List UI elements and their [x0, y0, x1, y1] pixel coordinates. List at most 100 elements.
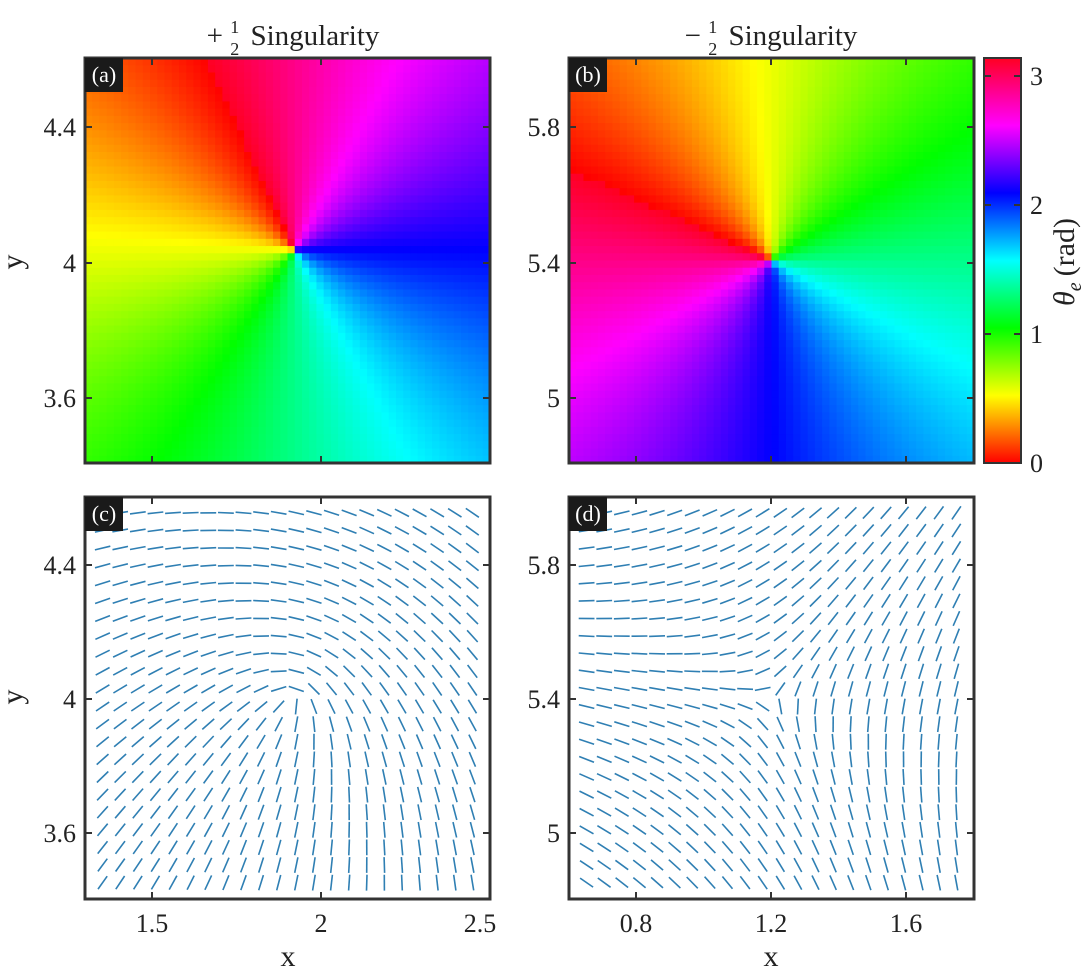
heat-cell	[576, 267, 585, 276]
heat-cell	[200, 202, 209, 211]
heat-cell	[142, 58, 151, 66]
heat-cell	[720, 441, 729, 450]
heat-cell	[395, 303, 404, 312]
heat-cell	[85, 173, 93, 182]
heat-cell	[287, 108, 296, 117]
heat-cell	[424, 426, 433, 435]
heat-cell	[142, 434, 151, 442]
heat-cell	[207, 434, 216, 442]
heat-cell	[446, 137, 455, 146]
heat-cell	[771, 412, 780, 421]
heat-cell	[338, 303, 346, 312]
heat-cell	[186, 289, 195, 298]
heat-cell	[229, 180, 238, 189]
heat-cell	[106, 347, 115, 356]
title-a-word: Singularity	[250, 20, 379, 52]
heat-cell	[619, 58, 628, 66]
title-b-frac-den: 2	[708, 39, 717, 59]
heat-cell	[619, 383, 628, 392]
heat-cell	[323, 455, 332, 463]
heat-cell	[309, 325, 318, 334]
heat-cell	[207, 108, 216, 117]
heat-cell	[193, 303, 202, 312]
heat-cell	[367, 332, 375, 341]
heat-cell	[99, 434, 108, 442]
heat-cell	[258, 130, 267, 139]
heat-cell	[684, 455, 693, 463]
heat-cell	[229, 426, 238, 435]
heat-cell	[193, 448, 202, 457]
heat-cell	[728, 79, 736, 88]
heat-cell	[186, 325, 195, 334]
heat-cell	[728, 368, 736, 377]
heat-cell	[150, 159, 158, 168]
heat-cell	[367, 108, 375, 117]
heat-cell	[699, 434, 708, 442]
heat-cell	[757, 267, 765, 276]
heat-cell	[576, 405, 585, 413]
heat-cell	[171, 72, 180, 81]
heat-cell	[641, 130, 650, 139]
heat-cell	[424, 390, 433, 399]
heat-cell	[287, 238, 296, 247]
heat-cell	[583, 325, 592, 334]
heat-cell	[785, 340, 794, 348]
heat-cell	[193, 173, 202, 182]
heat-cell	[634, 130, 642, 139]
heat-cell	[135, 79, 144, 88]
heat-cell	[215, 224, 224, 233]
heat-cell	[764, 267, 773, 276]
heat-cell	[800, 303, 809, 312]
heat-cell	[113, 209, 122, 218]
heat-cell	[395, 354, 404, 363]
heat-cell	[764, 72, 773, 81]
heat-cell	[142, 217, 151, 225]
heat-cell	[352, 224, 361, 233]
heat-cell	[735, 188, 744, 197]
heat-cell	[461, 274, 469, 283]
heat-cell	[99, 383, 108, 392]
heat-cell	[207, 188, 216, 197]
heat-cell	[99, 94, 108, 102]
heat-cell	[793, 412, 802, 421]
heat-cell	[482, 253, 490, 262]
heat-cell	[461, 253, 469, 262]
heat-cell	[142, 144, 151, 153]
heat-cell	[619, 115, 628, 124]
heat-cell	[641, 137, 650, 146]
heat-cell	[670, 195, 679, 204]
heat-cell	[150, 108, 158, 117]
heat-cell	[605, 86, 613, 95]
heat-cell	[287, 354, 296, 363]
heat-cell	[576, 115, 585, 124]
heat-cell	[706, 340, 715, 348]
heat-cell	[374, 180, 383, 189]
heat-cell	[113, 405, 122, 413]
heat-cell	[273, 318, 281, 327]
heat-cell	[648, 441, 657, 450]
heat-cell	[728, 318, 736, 327]
heat-cell	[121, 448, 129, 457]
heat-cell	[85, 340, 93, 348]
heat-cell	[244, 434, 252, 442]
heat-cell	[757, 354, 765, 363]
heat-cell	[793, 188, 802, 197]
heat-cell	[374, 195, 383, 204]
heat-cell	[251, 296, 260, 305]
heat-cell	[778, 224, 787, 233]
heat-cell	[670, 383, 679, 392]
heat-cell	[446, 231, 455, 240]
heat-cell	[735, 340, 744, 348]
heat-cell	[92, 202, 101, 211]
heat-cell	[236, 405, 245, 413]
heat-cell	[720, 253, 729, 262]
heat-cell	[323, 260, 332, 269]
heat-cell	[439, 361, 448, 370]
heat-cell	[265, 448, 274, 457]
heat-cell	[316, 108, 325, 117]
heat-cell	[619, 311, 628, 319]
heat-cell	[92, 383, 101, 392]
heat-cell	[778, 397, 787, 406]
heat-cell	[229, 209, 238, 218]
heat-cell	[670, 238, 679, 247]
